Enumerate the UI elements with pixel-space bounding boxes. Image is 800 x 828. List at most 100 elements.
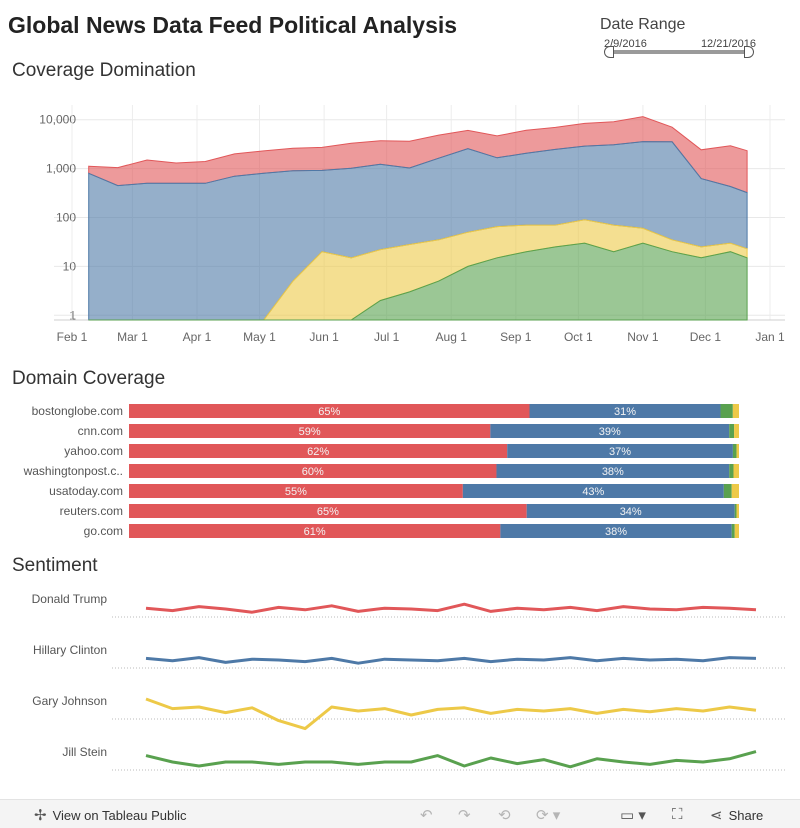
date-range-slider[interactable]: [604, 46, 754, 58]
domain-bar-label: 37%: [609, 446, 631, 458]
share-label: Share: [728, 807, 764, 823]
x-tick-label: Jun 1: [309, 330, 339, 344]
x-tick-label: Nov 1: [627, 330, 659, 344]
domain-bar-stein: [734, 504, 737, 518]
date-range-label: Date Range: [600, 16, 686, 33]
slider-track[interactable]: [608, 50, 750, 54]
domain-bar-label: 62%: [307, 446, 329, 458]
domain-bar-label: 43%: [582, 486, 604, 498]
share-icon: ⋖: [710, 807, 723, 824]
share-button[interactable]: ⋖ Share: [710, 806, 763, 824]
view-on-tableau-button[interactable]: ✢ View on Tableau Public: [34, 806, 187, 824]
domain-label: cnn.com: [78, 424, 123, 438]
domain-bar-trump: [129, 524, 501, 538]
domain-bar-clinton: [500, 524, 732, 538]
domain-bar-stein: [729, 424, 735, 438]
coverage-area-stein: [88, 242, 748, 321]
domain-label: yahoo.com: [64, 444, 123, 458]
x-tick-label: Apr 1: [183, 330, 212, 344]
sentiment-chart[interactable]: Donald Trump Hillary Clinton Gary Johnson J…: [0, 585, 800, 785]
domain-bar-johnson: [734, 424, 739, 438]
domain-bar-clinton: [529, 404, 721, 418]
domain-bar-label: 38%: [602, 466, 624, 478]
domain-bar-johnson: [732, 404, 739, 418]
y-tick-label: 10: [63, 259, 77, 273]
domain-bar-label: 39%: [599, 426, 621, 438]
y-tick-label: 1,000: [46, 162, 76, 176]
comment-icon[interactable]: ▭ ▾: [620, 807, 646, 824]
domain-bar-trump: [129, 404, 530, 418]
domain-coverage-chart[interactable]: bostonglobe.com 65% 31% cnn.com 59% 39% yahoo.…: [0, 400, 800, 545]
domain-bar-label: 65%: [317, 506, 339, 518]
slider-end-handle[interactable]: [744, 46, 754, 58]
x-tick-label: Sep 1: [500, 330, 532, 344]
domain-label: usatoday.com: [49, 484, 123, 498]
domain-label: go.com: [84, 524, 123, 538]
domain-bar-label: 55%: [285, 486, 307, 498]
tableau-icon: ✢: [34, 807, 47, 824]
domain-bar-label: 31%: [614, 406, 636, 418]
domain-label: washingtonpost.c..: [23, 464, 123, 478]
date-range-end: 12/21/2016: [700, 38, 756, 50]
domain-bar-stein: [720, 404, 733, 418]
sentiment-title: Sentiment: [12, 555, 98, 576]
domain-bar-clinton: [462, 484, 724, 498]
domain-bar-clinton: [490, 424, 730, 438]
domain-bar-stein: [732, 444, 737, 458]
refresh-icon[interactable]: ⟳ ▾: [536, 807, 561, 824]
y-tick-label: 100: [56, 210, 76, 224]
sentiment-line-gary-johnson: [145, 697, 757, 731]
x-tick-label: Aug 1: [436, 330, 468, 344]
domain-bar-johnson: [734, 524, 739, 538]
coverage-title: Coverage Domination: [12, 60, 196, 81]
revert-icon[interactable]: ⟲: [498, 807, 511, 824]
x-tick-label: May 1: [243, 330, 276, 344]
domain-label: bostonglobe.com: [32, 404, 123, 418]
domain-title: Domain Coverage: [12, 368, 166, 389]
fullscreen-icon[interactable]: ⛶: [672, 806, 683, 823]
date-range-filter[interactable]: Date Range 2/9/2016 12/21/2016: [600, 16, 770, 58]
x-tick-label: Jul 1: [374, 330, 400, 344]
domain-bar-label: 60%: [302, 466, 324, 478]
domain-bar-clinton: [496, 464, 730, 478]
domain-bar-label: 59%: [299, 426, 321, 438]
domain-bar-clinton: [507, 444, 733, 458]
sentiment-label: Jill Stein: [62, 745, 107, 759]
domain-bar-johnson: [736, 504, 739, 518]
domain-bar-johnson: [731, 484, 739, 498]
tableau-toolbar: ✢ View on Tableau Public ↶ ↷ ⟲ ⟳ ▾ ▭ ▾ ⛶…: [0, 799, 800, 828]
domain-label: reuters.com: [60, 504, 123, 518]
domain-bar-trump: [129, 444, 508, 458]
domain-bar-stein: [729, 464, 734, 478]
x-tick-label: Oct 1: [564, 330, 593, 344]
domain-bar-stein: [731, 524, 735, 538]
slider-start-handle[interactable]: [604, 46, 614, 58]
y-tick-label: 1: [69, 308, 76, 322]
coverage-domination-chart[interactable]: 1 10 100 1,000 10,000 Feb 1 Mar 1 Apr 1 May 1 Jun…: [0, 95, 800, 350]
sentiment-label: Donald Trump: [32, 592, 108, 606]
domain-bar-trump: [129, 464, 497, 478]
y-tick-label: 10,000: [39, 113, 76, 127]
undo-icon[interactable]: ↶: [420, 807, 433, 824]
domain-bar-johnson: [733, 464, 739, 478]
sentiment-label: Gary Johnson: [32, 694, 107, 708]
domain-bar-label: 38%: [605, 526, 627, 538]
domain-bar-clinton: [526, 504, 735, 518]
x-tick-label: Dec 1: [690, 330, 722, 344]
dashboard-title: Global News Data Feed Political Analysis: [8, 12, 458, 38]
domain-bar-trump: [129, 484, 463, 498]
domain-bar-stein: [723, 484, 732, 498]
domain-bar-label: 65%: [318, 406, 340, 418]
x-tick-label: Mar 1: [117, 330, 148, 344]
sentiment-line-donald-trump: [145, 602, 757, 614]
sentiment-line-jill-stein: [145, 750, 757, 769]
sentiment-label: Hillary Clinton: [33, 643, 107, 657]
domain-bar-trump: [129, 504, 527, 518]
domain-bar-johnson: [736, 444, 739, 458]
x-tick-label: Feb 1: [57, 330, 88, 344]
redo-icon[interactable]: ↷: [458, 807, 471, 824]
date-range-start: 2/9/2016: [604, 38, 647, 50]
domain-bar-label: 34%: [620, 506, 642, 518]
domain-bar-label: 61%: [304, 526, 326, 538]
domain-bar-trump: [129, 424, 491, 438]
